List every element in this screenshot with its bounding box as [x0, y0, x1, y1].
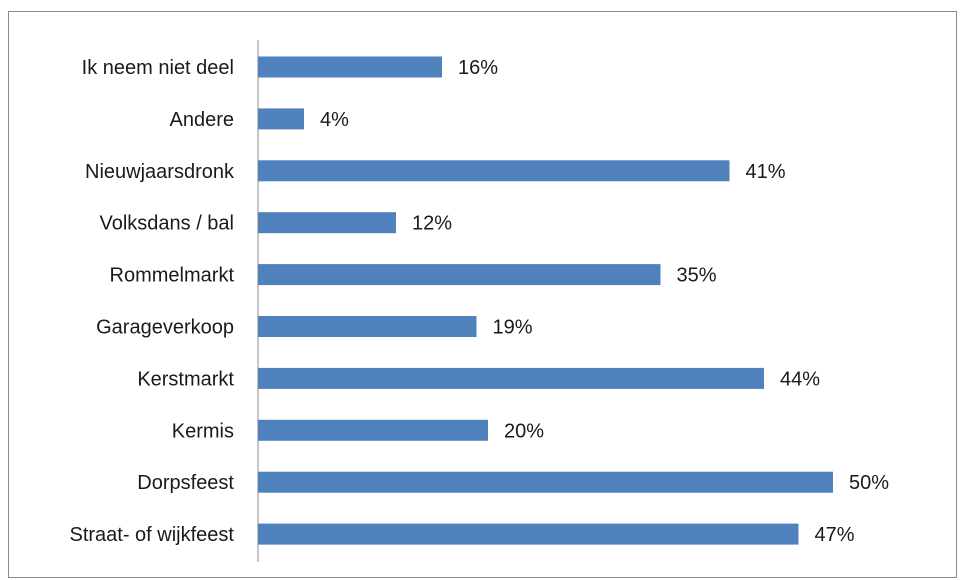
category-label: Ik neem niet deel	[82, 57, 234, 79]
bar	[258, 212, 396, 234]
value-label: 47%	[815, 524, 855, 546]
value-label: 44%	[780, 368, 820, 390]
bar	[258, 56, 442, 78]
category-label: Kerstmarkt	[137, 368, 234, 390]
category-label: Rommelmarkt	[110, 265, 235, 287]
bar	[258, 523, 799, 545]
category-label: Dorpsfeest	[137, 472, 234, 494]
bar	[258, 264, 661, 286]
value-label: 16%	[458, 57, 498, 79]
value-label: 20%	[504, 420, 544, 442]
bar	[258, 160, 730, 182]
bar	[258, 108, 304, 130]
value-label: 41%	[746, 161, 786, 183]
value-label: 50%	[849, 472, 889, 494]
value-label: 12%	[412, 213, 452, 235]
value-label: 19%	[493, 317, 533, 339]
category-label: Andere	[170, 109, 235, 131]
category-label: Volksdans / bal	[99, 213, 234, 235]
value-label: 35%	[677, 265, 717, 287]
category-label: Kermis	[172, 420, 234, 442]
bar	[258, 367, 764, 389]
category-label: Nieuwjaarsdronk	[85, 161, 235, 183]
bar	[258, 471, 833, 493]
value-label: 4%	[320, 109, 349, 131]
category-label: Straat- of wijkfeest	[69, 524, 234, 546]
bar	[258, 316, 477, 337]
category-label: Garageverkoop	[96, 317, 234, 339]
bar	[258, 419, 488, 441]
